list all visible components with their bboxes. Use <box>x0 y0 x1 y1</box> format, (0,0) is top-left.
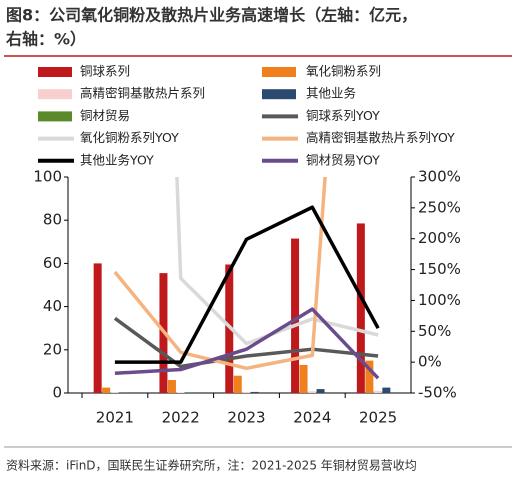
bar <box>93 263 102 393</box>
y-tick-label: 0 <box>52 384 62 402</box>
chart-title: 图8：公司氧化铜粉及散热片业务高速增长（左轴：亿元， <box>6 6 417 25</box>
bar <box>233 375 242 393</box>
bar <box>184 392 193 393</box>
bar <box>176 392 185 393</box>
x-tick-label: 2021 <box>96 409 134 427</box>
x-tick-label: 2023 <box>227 409 265 427</box>
chart-title: 右轴：%） <box>6 30 86 49</box>
y2-tick-label: 150% <box>418 260 461 278</box>
y2-tick-label: 0% <box>418 353 442 371</box>
bar <box>250 391 259 393</box>
source: 资料来源：iFinD，国联民生证券研究所，注：2021-2025 年铜材贸易营收… <box>6 458 417 473</box>
legend-swatch <box>262 89 296 100</box>
legend-label: 高精密铜基散热片系列YOY <box>306 130 455 145</box>
legend-label: 铜球系列YOY <box>306 108 380 123</box>
legend-label: 氧化铜粉系列YOY <box>80 130 179 145</box>
bar <box>119 392 128 393</box>
y2-tick-label: 250% <box>418 198 461 216</box>
bar <box>167 380 176 393</box>
y2-tick-label: 100% <box>418 291 461 309</box>
bar <box>308 391 317 393</box>
line <box>175 177 379 346</box>
y2-tick-label: 300% <box>418 168 461 186</box>
y2-tick-label: 50% <box>418 322 451 340</box>
bar <box>365 360 374 393</box>
x-tick-label: 2024 <box>293 409 331 427</box>
bar <box>356 223 365 393</box>
bar <box>102 387 111 393</box>
line <box>114 205 380 364</box>
legend-label: 氧化铜粉系列 <box>306 64 381 79</box>
bar <box>382 387 391 393</box>
legend-label: 铜材贸易YOY <box>306 152 380 167</box>
bar <box>373 390 382 393</box>
y2-tick-label: -50% <box>418 384 457 402</box>
legend-swatch <box>262 67 296 77</box>
line <box>114 307 380 380</box>
y-tick-label: 100 <box>33 168 62 186</box>
bar <box>299 364 308 393</box>
legend-swatch <box>38 111 72 122</box>
bar <box>316 389 325 393</box>
legend-label: 铜球系列 <box>80 64 130 79</box>
line <box>113 316 379 369</box>
legend-label: 其他业务YOY <box>80 152 154 167</box>
y2-tick-label: 200% <box>418 229 461 247</box>
line <box>113 177 327 371</box>
x-tick-label: 2022 <box>162 409 200 427</box>
legend-swatch <box>38 67 72 77</box>
bar <box>242 391 251 393</box>
y-tick-label: 80 <box>43 211 62 229</box>
y-tick-label: 20 <box>43 340 62 358</box>
lines <box>113 177 380 380</box>
y-tick-label: 60 <box>43 254 62 272</box>
legend-label: 铜材贸易 <box>80 108 130 123</box>
y-tick-label: 40 <box>43 297 62 315</box>
x-tick-label: 2025 <box>359 409 397 427</box>
legend-swatch <box>38 89 72 100</box>
bar <box>291 238 300 393</box>
legend-label: 其他业务 <box>306 86 356 101</box>
legend-label: 高精密铜基散热片系列 <box>80 86 205 101</box>
